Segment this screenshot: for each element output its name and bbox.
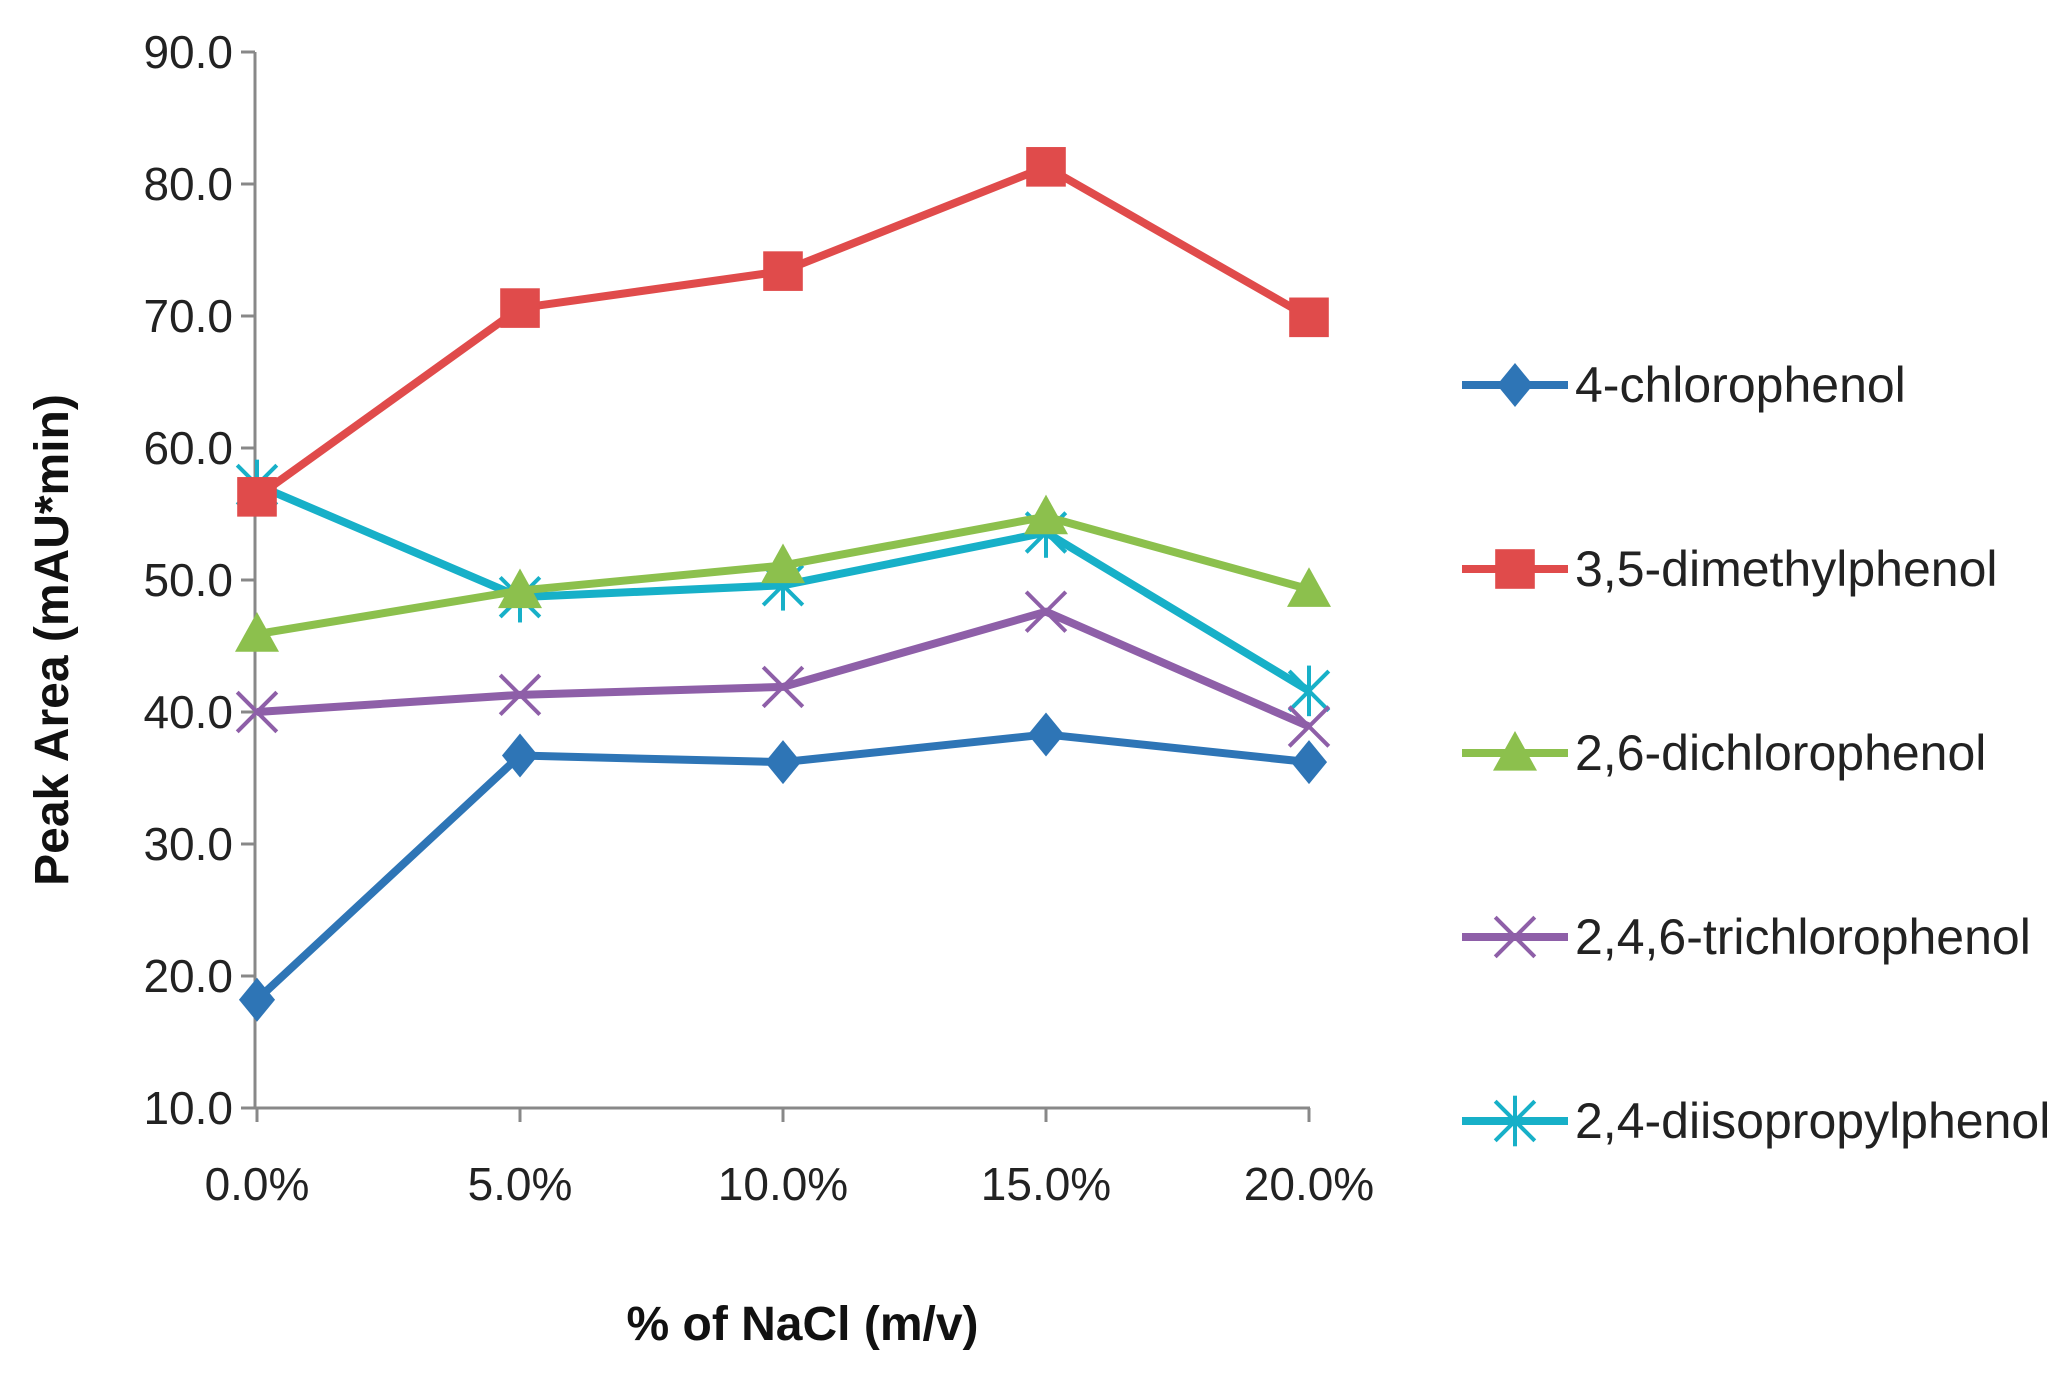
y-tick-label: 40.0 xyxy=(143,686,233,738)
marker-triangle xyxy=(498,568,542,609)
legend-swatch-marker xyxy=(1493,1095,1537,1147)
y-tick-label: 50.0 xyxy=(143,554,233,606)
x-axis-title: % of NaCl (m/v) xyxy=(626,1298,978,1351)
marker-diamond xyxy=(1027,712,1065,757)
marker-square xyxy=(500,288,540,328)
y-tick-label: 80.0 xyxy=(143,158,233,210)
data-point xyxy=(498,568,542,609)
series-layer xyxy=(235,147,1331,1022)
y-axis-title: Peak Area (mAU*min) xyxy=(26,394,79,886)
series-line xyxy=(254,162,1311,501)
data-point xyxy=(764,740,802,785)
series-5 xyxy=(235,459,1331,717)
legend-item: 3,5-dimethylphenol xyxy=(1462,541,1998,597)
marker-triangle xyxy=(1287,567,1331,607)
data-point xyxy=(235,690,279,734)
x-ticks: 0.0% 5.0% 10.0% 15.0% 20.0% xyxy=(205,1108,1374,1210)
series-2 xyxy=(237,147,1329,517)
marker-triangle xyxy=(235,612,279,652)
data-point xyxy=(1287,567,1331,607)
data-point xyxy=(761,543,805,584)
legend-swatch-marker xyxy=(1496,363,1534,407)
marker-diamond xyxy=(238,977,276,1022)
marker-square xyxy=(1289,297,1329,338)
y-tick-label: 70.0 xyxy=(143,290,233,342)
marker-triangle xyxy=(1024,494,1068,535)
marker-x-stroke xyxy=(761,665,805,709)
legend-label: 4-chlorophenol xyxy=(1575,357,1906,413)
legend-label: 2,4,6-trichlorophenol xyxy=(1575,909,2031,965)
y-tick-label: 90.0 xyxy=(143,26,233,78)
marker-diamond xyxy=(764,740,802,785)
series-3 xyxy=(235,494,1331,652)
y-tick-label: 20.0 xyxy=(143,950,233,1002)
data-point xyxy=(761,665,805,709)
marker-x-stroke xyxy=(235,690,279,734)
data-point xyxy=(235,612,279,652)
legend-item: 2,4,6-trichlorophenol xyxy=(1462,909,2031,965)
legend-item: 2,4-diisopropylphenol xyxy=(1462,1093,2050,1149)
marker-square xyxy=(763,251,803,291)
marker-square xyxy=(1495,549,1535,589)
series-4 xyxy=(235,590,1331,748)
data-point xyxy=(763,251,803,291)
x-tick-label: 10.0% xyxy=(718,1158,848,1210)
legend-swatch-marker xyxy=(1493,915,1537,959)
legend-label: 3,5-dimethylphenol xyxy=(1575,541,1998,597)
legend-swatch-marker xyxy=(1493,731,1537,771)
y-tick-label: 30.0 xyxy=(143,818,233,870)
legend-item: 4-chlorophenol xyxy=(1462,357,1906,413)
marker-square xyxy=(237,477,277,517)
marker-diamond xyxy=(1496,363,1534,407)
legend-label: 2,4-diisopropylphenol xyxy=(1575,1093,2050,1149)
marker-diamond xyxy=(1290,740,1328,785)
data-point xyxy=(237,477,277,517)
marker-triangle xyxy=(1493,731,1537,771)
marker-square xyxy=(1026,147,1066,187)
series-line xyxy=(256,607,1311,731)
y-ticks: 10.0 20.0 30.0 40.0 50.0 60.0 70.0 80.0 90.0 xyxy=(143,26,255,1134)
legend-label: 2,6-dichlorophenol xyxy=(1575,725,1986,781)
legend: 4-chlorophenol 3,5-dimethylphenol 2,6-dich… xyxy=(1462,357,2050,1149)
y-tick-label: 60.0 xyxy=(143,422,233,474)
data-point xyxy=(1289,297,1329,338)
x-tick-label: 15.0% xyxy=(981,1158,1111,1210)
data-point xyxy=(238,977,276,1022)
data-point xyxy=(501,733,539,778)
marker-x-stroke xyxy=(1493,915,1537,959)
legend-item: 2,6-dichlorophenol xyxy=(1462,725,1986,781)
data-point xyxy=(1287,705,1331,748)
x-tick-label: 5.0% xyxy=(468,1158,573,1210)
data-point xyxy=(1287,665,1331,717)
marker-diamond xyxy=(501,733,539,778)
y-tick-label: 10.0 xyxy=(143,1082,233,1134)
marker-x-stroke xyxy=(1024,590,1068,633)
marker-triangle xyxy=(761,543,805,584)
data-point xyxy=(1024,494,1068,535)
data-point xyxy=(1027,712,1065,757)
data-point xyxy=(498,673,542,717)
data-point xyxy=(1026,147,1066,187)
data-point xyxy=(500,288,540,328)
legend-swatch-marker xyxy=(1495,549,1535,589)
x-tick-label: 20.0% xyxy=(1244,1158,1374,1210)
marker-x-stroke xyxy=(1287,705,1331,748)
marker-x-stroke xyxy=(498,673,542,717)
x-tick-label: 0.0% xyxy=(205,1158,310,1210)
data-point xyxy=(1024,590,1068,633)
series-1 xyxy=(238,712,1328,1022)
data-point xyxy=(1290,740,1328,785)
